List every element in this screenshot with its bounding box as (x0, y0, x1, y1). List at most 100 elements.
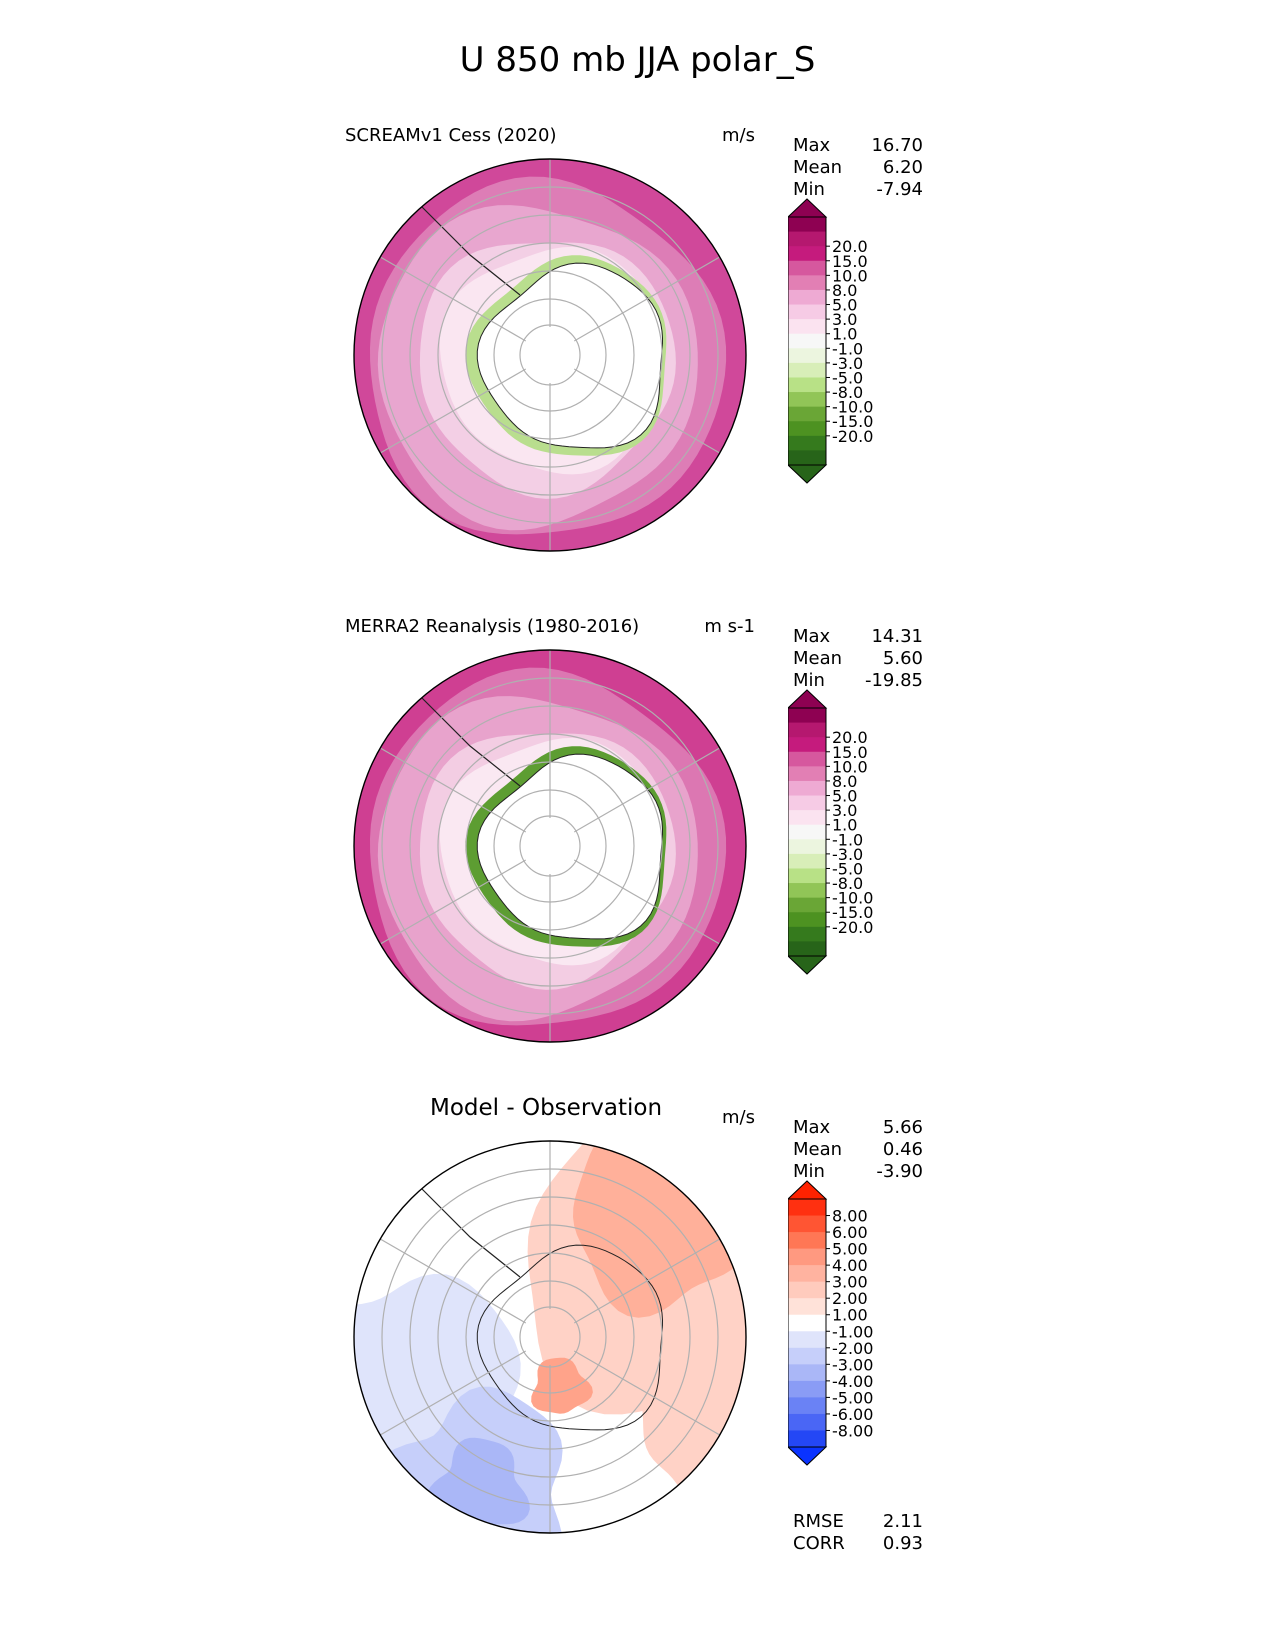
colorbar-tick-label: 1.0 (832, 816, 857, 835)
panel-stats: Max 5.66 Mean 0.46 Min -3.90 (793, 1117, 923, 1183)
stat-min: -7.94 (876, 179, 923, 200)
colorbar-swatch (788, 1397, 826, 1415)
colorbar: 20.015.010.08.05.03.01.0-1.0-3.0-5.0-8.0… (788, 689, 873, 975)
colorbar-swatch (788, 333, 826, 349)
colorbar-swatch (788, 883, 826, 899)
colorbar-swatch (788, 1248, 826, 1266)
panel-model: SCREAMv1 Cess (2020) m/s Max 16.70 Mean 6.… (0, 125, 1275, 595)
colorbar-extend-bottom (788, 955, 828, 975)
colorbar-swatch (788, 1413, 826, 1431)
colorbar-tick-label: 15.0 (832, 743, 868, 762)
stat-max: 5.66 (882, 1117, 923, 1138)
colorbar-swatch (788, 1298, 826, 1316)
panel-title: SCREAMv1 Cess (2020) (345, 125, 557, 146)
colorbar-swatch (788, 1331, 826, 1349)
colorbar-tick-label: -20.0 (832, 427, 873, 446)
panel-units: m/s (722, 1107, 755, 1128)
corr-value: 0.93 (882, 1533, 923, 1554)
positive-anomaly (641, 1362, 746, 1511)
coastline (476, 753, 664, 940)
negative-anomaly-strong (426, 1437, 530, 1529)
stat-max-label: Max (793, 1117, 831, 1138)
colorbar-swatch (788, 362, 826, 378)
colorbar-swatch (788, 377, 826, 393)
rmse-label: RMSE (793, 1511, 844, 1532)
colorbar-tick-label: -5.0 (832, 859, 863, 878)
peninsula-coastline (419, 695, 521, 787)
colorbar-swatch (788, 897, 826, 913)
colorbar-swatch (788, 780, 826, 797)
panel-diff: Model - Observation m/s Max 5.66 Mean 0.46… (0, 1095, 1275, 1577)
colorbar-swatch (788, 319, 826, 335)
graticule-longitude (371, 1233, 527, 1324)
antarctica-land (477, 754, 663, 939)
colorbar-swatch (788, 853, 826, 869)
colorbar-tick-label: 1.00 (832, 1306, 868, 1325)
map-field (354, 159, 746, 551)
colorbar-tick-label: -8.0 (832, 383, 863, 402)
graticule-longitude (371, 859, 527, 950)
stat-min-label: Min (793, 179, 825, 200)
map-boundary (353, 158, 747, 552)
colorbar-tick-label: 1.0 (832, 325, 857, 344)
colorbar-swatch (788, 1215, 826, 1233)
figure-title: U 850 mb JJA polar_S (459, 40, 816, 80)
map-field (354, 1141, 746, 1533)
map-boundary (353, 1140, 747, 1534)
colorbar-swatch (788, 406, 826, 422)
stat-min-label: Min (793, 1161, 825, 1182)
graticule-longitude (573, 859, 729, 950)
panel-title: MERRA2 Reanalysis (1980-2016) (345, 616, 640, 637)
colorbar-tick-label: -1.0 (832, 830, 863, 849)
stat-mean-label: Mean (793, 1139, 843, 1160)
colorbar-swatch (788, 722, 826, 738)
colorbar-tick-label: 8.0 (832, 772, 857, 791)
stat-mean: 0.46 (882, 1139, 923, 1160)
colorbar-swatch (788, 304, 826, 320)
colorbar-swatch (788, 260, 826, 276)
corr-label: CORR (793, 1533, 845, 1554)
colorbar-tick-label: -15.0 (832, 903, 873, 922)
stat-mean-label: Mean (793, 157, 843, 178)
panel-stats: Max 14.31 Mean 5.60 Min -19.85 (793, 626, 923, 692)
colorbar-swatch (788, 737, 826, 753)
colorbar-swatch (788, 1364, 826, 1382)
colorbar-swatch (788, 868, 826, 884)
colorbar-tick-label: -2.00 (832, 1339, 873, 1358)
colorbar-extend-top (788, 689, 828, 709)
colorbar-swatch (788, 421, 826, 437)
colorbar-swatch (788, 824, 826, 840)
colorbar-frame (788, 216, 827, 466)
colorbar-tick-label: -8.00 (832, 1421, 873, 1440)
colorbar-tick-label: -20.0 (832, 918, 873, 937)
antarctica-land (477, 263, 663, 448)
colorbar-tick-label: 10.0 (832, 266, 868, 285)
colorbar-tick-label: -10.0 (832, 889, 873, 908)
colorbar-tick-label: 6.00 (832, 1223, 868, 1242)
colorbar-swatch (788, 217, 826, 233)
colorbar-tick-label: 3.0 (832, 310, 857, 329)
colorbar-tick-label: -6.00 (832, 1405, 873, 1424)
panel-title: Model - Observation (430, 1095, 663, 1121)
graticule-longitude (573, 251, 729, 342)
colorbar-tick-label: 5.0 (832, 787, 857, 806)
colorbar-swatch (788, 1232, 826, 1250)
panel-units: m/s (722, 125, 755, 146)
colorbar-tick-label: -8.0 (832, 874, 863, 893)
polar-map (353, 649, 747, 1043)
colorbar-tick-label: -1.0 (832, 339, 863, 358)
panel-stats: Max 16.70 Mean 6.20 Min -7.94 (793, 135, 923, 201)
colorbar-swatch (788, 795, 826, 811)
colorbar-tick-label: 8.00 (832, 1207, 868, 1226)
colorbar-swatch (788, 1199, 826, 1217)
colorbar-swatch (788, 941, 826, 957)
colorbar-tick-label: 5.0 (832, 296, 857, 315)
colorbar-extend-top (788, 198, 828, 218)
colorbar-frame (788, 707, 827, 957)
graticule-longitude (371, 1350, 527, 1441)
panel-units: m s-1 (704, 616, 755, 637)
colorbar-tick-label: -1.00 (832, 1322, 873, 1341)
graticule-longitude (371, 742, 527, 833)
colorbar-tick-label: 20.0 (832, 237, 868, 256)
graticule-longitude (573, 742, 729, 833)
